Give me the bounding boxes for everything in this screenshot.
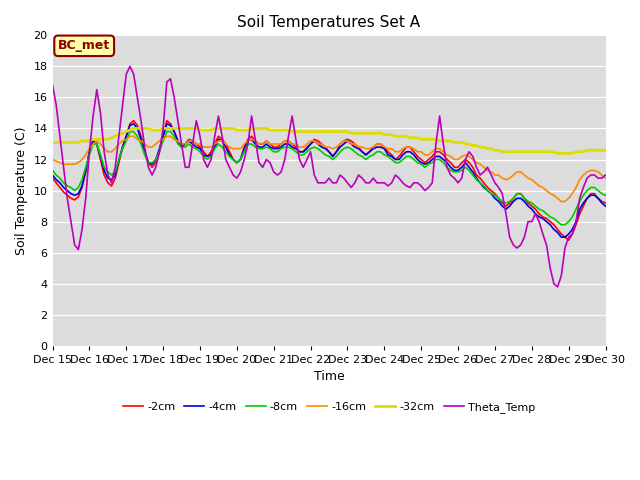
-4cm bbox=[440, 156, 447, 162]
Title: Soil Temperatures Set A: Soil Temperatures Set A bbox=[237, 15, 420, 30]
Line: Theta_Temp: Theta_Temp bbox=[52, 66, 605, 287]
X-axis label: Time: Time bbox=[314, 371, 344, 384]
Theta_Temp bbox=[126, 63, 134, 69]
-32cm bbox=[49, 140, 56, 145]
-8cm bbox=[388, 156, 396, 162]
-16cm bbox=[602, 175, 609, 181]
Theta_Temp bbox=[403, 183, 410, 189]
-32cm bbox=[248, 126, 255, 132]
Theta_Temp bbox=[321, 180, 329, 186]
-16cm bbox=[321, 144, 329, 150]
-2cm bbox=[440, 152, 447, 158]
-8cm bbox=[598, 191, 605, 196]
-2cm bbox=[388, 152, 396, 158]
-32cm bbox=[403, 133, 410, 139]
-2cm bbox=[130, 118, 138, 123]
-32cm bbox=[321, 129, 329, 134]
-4cm bbox=[248, 136, 255, 142]
-32cm bbox=[130, 126, 138, 132]
-16cm bbox=[248, 136, 255, 142]
Line: -4cm: -4cm bbox=[52, 124, 605, 237]
Line: -32cm: -32cm bbox=[52, 129, 605, 153]
Theta_Temp bbox=[440, 141, 447, 147]
-32cm bbox=[440, 138, 447, 144]
-2cm bbox=[602, 200, 609, 206]
Line: -8cm: -8cm bbox=[52, 132, 605, 225]
Line: -16cm: -16cm bbox=[52, 136, 605, 202]
-16cm bbox=[49, 156, 56, 162]
-16cm bbox=[126, 133, 134, 139]
-32cm bbox=[602, 147, 609, 153]
-4cm bbox=[321, 146, 329, 152]
-4cm bbox=[130, 121, 138, 127]
-16cm bbox=[557, 199, 565, 204]
Theta_Temp bbox=[554, 284, 561, 290]
-32cm bbox=[554, 150, 561, 156]
Theta_Temp bbox=[598, 175, 605, 181]
-32cm bbox=[388, 132, 396, 138]
Legend: -2cm, -4cm, -8cm, -16cm, -32cm, Theta_Temp: -2cm, -4cm, -8cm, -16cm, -32cm, Theta_Te… bbox=[118, 398, 540, 418]
-2cm bbox=[403, 144, 410, 150]
-16cm bbox=[440, 149, 447, 155]
-8cm bbox=[49, 168, 56, 173]
-2cm bbox=[321, 144, 329, 150]
-2cm bbox=[248, 133, 255, 139]
-4cm bbox=[557, 234, 565, 240]
-32cm bbox=[598, 147, 605, 153]
-4cm bbox=[49, 172, 56, 178]
Theta_Temp bbox=[248, 113, 255, 119]
Y-axis label: Soil Temperature (C): Soil Temperature (C) bbox=[15, 126, 28, 255]
-4cm bbox=[388, 154, 396, 159]
-4cm bbox=[403, 149, 410, 155]
-2cm bbox=[564, 238, 572, 243]
-16cm bbox=[403, 144, 410, 150]
-16cm bbox=[598, 172, 605, 178]
-2cm bbox=[598, 199, 605, 204]
Line: -2cm: -2cm bbox=[52, 120, 605, 240]
-4cm bbox=[602, 203, 609, 209]
-8cm bbox=[126, 129, 134, 134]
Theta_Temp bbox=[388, 180, 396, 186]
-8cm bbox=[321, 152, 329, 158]
Theta_Temp bbox=[602, 172, 609, 178]
-2cm bbox=[49, 175, 56, 181]
-16cm bbox=[388, 146, 396, 152]
-4cm bbox=[598, 200, 605, 206]
-8cm bbox=[440, 160, 447, 166]
Theta_Temp bbox=[49, 82, 56, 88]
Text: BC_met: BC_met bbox=[58, 39, 110, 52]
-8cm bbox=[602, 192, 609, 198]
-8cm bbox=[403, 154, 410, 159]
-8cm bbox=[248, 141, 255, 147]
-8cm bbox=[557, 222, 565, 228]
